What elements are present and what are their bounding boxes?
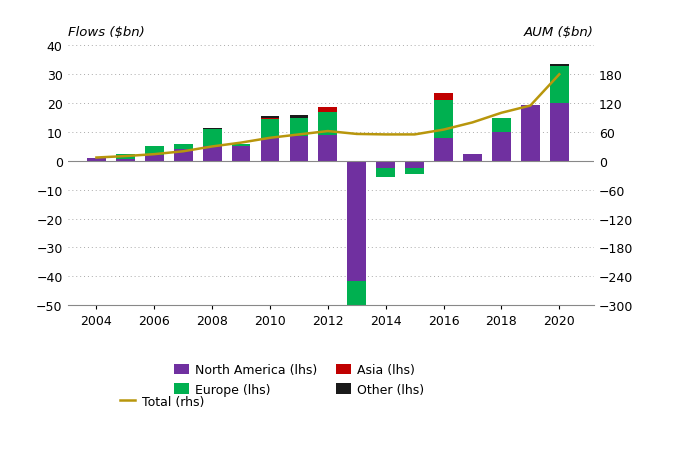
Bar — [232, 147, 250, 162]
Bar — [550, 67, 569, 104]
Bar — [116, 154, 135, 160]
Bar — [405, 162, 424, 169]
Bar — [377, 162, 395, 169]
Bar — [232, 144, 250, 147]
Bar — [348, 162, 367, 281]
Bar — [492, 133, 511, 162]
Bar — [348, 281, 367, 314]
Bar — [261, 120, 279, 138]
Bar — [434, 101, 453, 138]
Bar — [202, 128, 221, 130]
Text: Flows ($bn): Flows ($bn) — [68, 25, 144, 38]
Bar — [434, 94, 453, 101]
Bar — [463, 154, 482, 162]
Bar — [550, 65, 569, 67]
Bar — [550, 104, 569, 162]
Bar — [174, 150, 192, 162]
Bar — [290, 137, 308, 162]
Bar — [87, 159, 106, 162]
Bar — [319, 113, 338, 136]
Bar — [174, 144, 192, 150]
Bar — [261, 119, 279, 120]
Bar — [202, 130, 221, 147]
Bar — [319, 108, 338, 113]
Bar — [521, 106, 540, 162]
Bar — [405, 169, 424, 175]
Text: AUM ($bn): AUM ($bn) — [524, 25, 594, 38]
Bar — [116, 160, 135, 162]
Legend: Total (rhs): Total (rhs) — [120, 395, 204, 408]
Bar — [261, 138, 279, 162]
Bar — [434, 162, 453, 163]
Bar — [434, 138, 453, 162]
Bar — [319, 162, 338, 163]
Bar — [145, 147, 164, 156]
Bar — [261, 117, 279, 119]
Bar — [377, 169, 395, 177]
Bar — [492, 119, 511, 133]
Bar — [145, 156, 164, 162]
Bar — [290, 115, 308, 119]
Bar — [319, 136, 338, 162]
Bar — [202, 147, 221, 162]
Bar — [290, 119, 308, 137]
